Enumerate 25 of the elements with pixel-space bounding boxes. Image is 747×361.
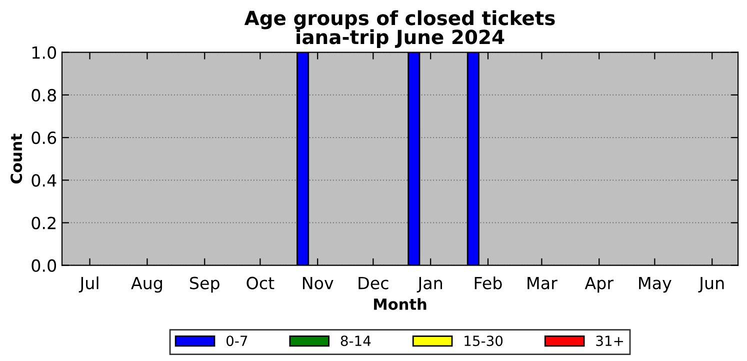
y-tick-label: 0.0 (32, 259, 56, 272)
legend-label: 0-7 (226, 336, 248, 346)
x-axis-title: Month (374, 298, 426, 310)
x-tick-label: Jun (698, 276, 724, 292)
y-tick-label: 0.4 (32, 174, 56, 187)
x-tick-label: Jul (78, 276, 98, 292)
x-tick-label: Mar (528, 276, 558, 290)
y-tick-label: 0.2 (32, 216, 56, 230)
x-tick-label: Feb (474, 276, 502, 290)
legend-label: 31+ (596, 336, 623, 346)
legend-label: 8-14 (340, 336, 371, 346)
x-tick-label: Nov (302, 276, 334, 290)
x-tick-label: Aug (131, 276, 162, 293)
chart-title: Age groups of closed tickets iana-trip June 2024 (244, 10, 555, 48)
y-tick-label: 0.6 (32, 132, 56, 144)
x-tick-label: Sep (190, 276, 220, 293)
x-tick-label: May (639, 276, 672, 293)
x-tick-label: Apr (584, 276, 614, 293)
x-tick-label: Oct (246, 276, 274, 290)
x-tick-label: Jan (416, 276, 442, 292)
y-tick-label: 0.8 (32, 88, 56, 102)
x-tick-label: Dec (358, 276, 388, 290)
legend-label: 15-30 (464, 336, 503, 346)
y-tick-label: 1.0 (32, 46, 56, 59)
y-axis-title: Count (10, 134, 22, 184)
